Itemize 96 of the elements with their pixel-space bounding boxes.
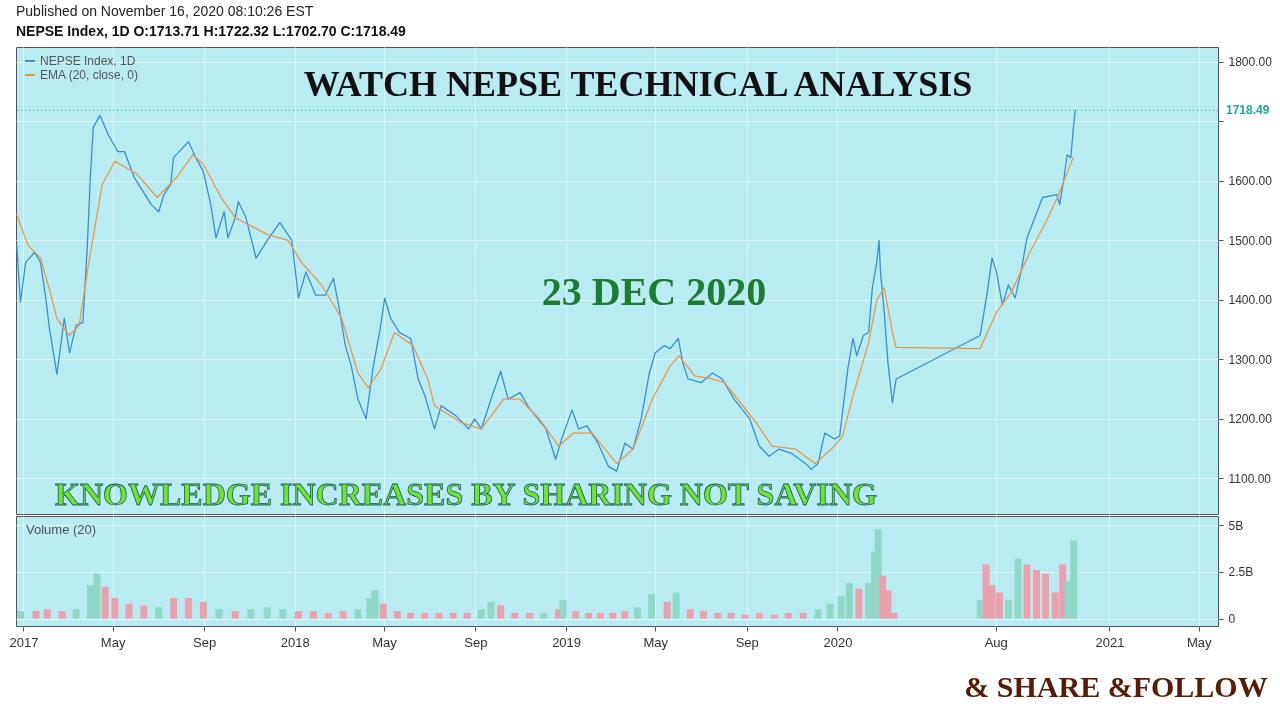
bar (1014, 558, 1022, 619)
bar (170, 598, 178, 619)
bar (1042, 573, 1050, 619)
bar (1004, 599, 1012, 619)
bar (487, 601, 495, 619)
x-tick-label: Sep (735, 634, 759, 650)
bar (43, 609, 51, 619)
bar (700, 611, 708, 619)
bar (584, 612, 592, 619)
bar (1033, 570, 1041, 619)
bar (247, 609, 255, 619)
x-tick-label: Sep (464, 634, 488, 650)
bar (621, 611, 629, 619)
bar (463, 612, 471, 619)
bar (609, 612, 617, 619)
bar (714, 612, 722, 619)
annotation: KNOWLEDGE INCREASES BY SHARING NOT SAVING (55, 476, 878, 512)
bar (727, 612, 735, 619)
x-tick-label: 2018 (280, 634, 310, 650)
x-tick-label: Aug (984, 634, 1008, 650)
bar (215, 609, 223, 619)
x-tick-label: May (100, 634, 126, 650)
y-tick-label: 5B (1228, 518, 1244, 533)
bar (526, 612, 534, 619)
bar (686, 609, 694, 619)
y-tick-label: 1300.00 (1228, 352, 1273, 367)
bar (814, 609, 822, 619)
bar (294, 611, 302, 619)
bar (111, 598, 119, 619)
bar (741, 614, 749, 619)
x-tick-label: Sep (193, 634, 217, 650)
x-tick-label: May (372, 634, 398, 650)
bar (309, 611, 317, 619)
y-tick-label: 1600.00 (1228, 174, 1273, 189)
annotation: 23 DEC 2020 (541, 269, 767, 314)
bar (393, 611, 401, 619)
bar (101, 586, 109, 619)
bar (72, 609, 80, 619)
y-tick-label: 1800.00 (1228, 55, 1273, 70)
y-tick-label: 1100.00 (1228, 471, 1272, 486)
bar (672, 592, 680, 619)
bar (199, 601, 207, 619)
bar (855, 588, 863, 619)
y-tick-label: 0 (1228, 612, 1236, 627)
bar (497, 605, 505, 619)
ref-line-label: 1718.49 (1226, 103, 1270, 118)
y-tick-label: 1500.00 (1228, 233, 1273, 248)
y-tick-label: 2.5B (1228, 565, 1254, 580)
legend-label: NEPSE Index, 1D (40, 54, 136, 68)
x-tick-label: May (643, 634, 669, 650)
bar (663, 601, 671, 619)
bar (755, 612, 763, 619)
text: & SHARE &FOLLOW (964, 670, 1268, 703)
bar (407, 612, 415, 619)
bar (826, 603, 834, 619)
bar (559, 599, 567, 619)
x-tick-label: 2020 (823, 634, 853, 650)
bar (449, 612, 457, 619)
bar (511, 612, 519, 619)
bar (140, 605, 148, 619)
bar (184, 598, 192, 619)
chart-title: Published on November 16, 2020 08:10:26 EST (16, 3, 314, 19)
bar (58, 611, 66, 619)
y-tick-label: 1200.00 (1228, 412, 1273, 427)
bar (32, 611, 40, 619)
bar (572, 611, 580, 619)
bar (16, 611, 24, 619)
legend-label: EMA (20, close, 0) (40, 68, 139, 82)
bar (324, 612, 332, 619)
bar (379, 603, 387, 619)
chart-subtitle: NEPSE Index, 1D O:1713.71 H:1722.32 L:1702.70 C:1718.49 (16, 23, 407, 39)
bar (633, 607, 641, 619)
bar (477, 609, 485, 619)
bar (770, 614, 778, 619)
x-tick-label: May (1186, 634, 1212, 650)
bar (596, 612, 604, 619)
bar (231, 611, 239, 619)
y-tick-label: 1400.00 (1228, 293, 1273, 308)
bar (339, 611, 347, 619)
bar (1023, 564, 1031, 619)
bar (263, 607, 271, 619)
bar (354, 609, 362, 619)
x-tick-label: 2021 (1095, 634, 1125, 650)
bar (648, 594, 656, 619)
text: Volume (20) (26, 522, 97, 537)
bar (435, 612, 443, 619)
annotation: WATCH NEPSE TECHNICAL ANALYSIS (303, 64, 973, 104)
bar (799, 612, 807, 619)
bar (155, 607, 163, 619)
x-tick-label: 2019 (552, 634, 582, 650)
bar (125, 603, 133, 619)
bar (421, 612, 429, 619)
x-tick-label: 2017 (9, 634, 39, 650)
bar (784, 612, 792, 619)
bar (279, 609, 287, 619)
bar (540, 612, 548, 619)
